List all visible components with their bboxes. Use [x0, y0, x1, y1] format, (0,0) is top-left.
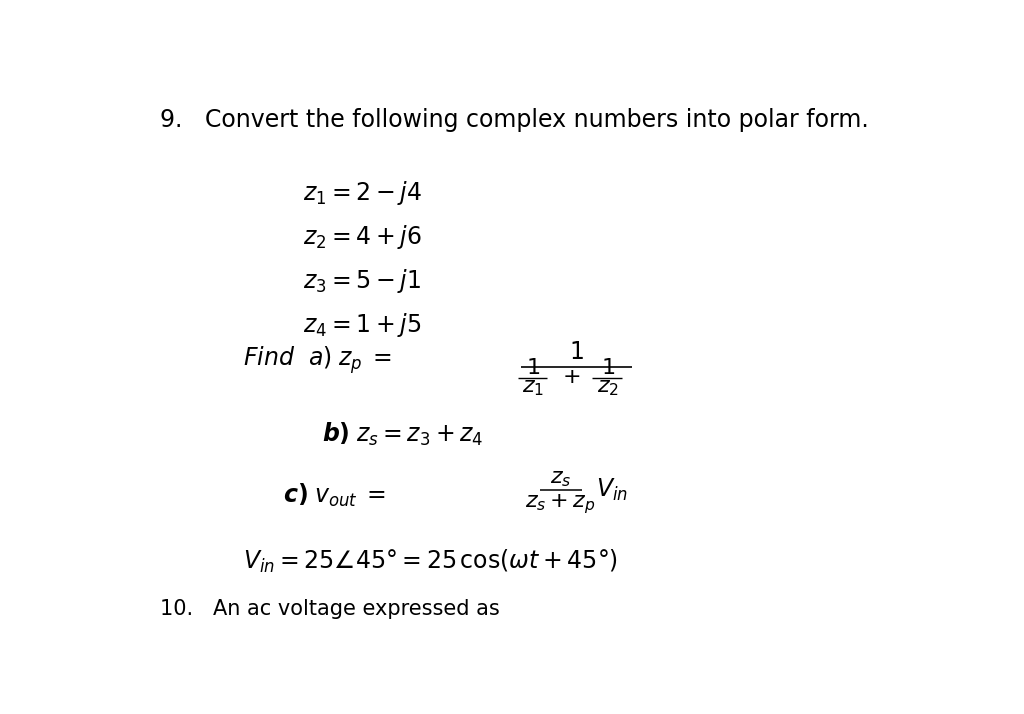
Text: $z_4 = 1 + j5$: $z_4 = 1 + j5$ — [303, 311, 421, 339]
Text: $z_3 = 5 - j1$: $z_3 = 5 - j1$ — [303, 267, 421, 295]
Text: $z_2 = 4 + j6$: $z_2 = 4 + j6$ — [303, 223, 421, 251]
Text: $z_s$: $z_s$ — [550, 469, 571, 489]
Text: $1$: $1$ — [525, 358, 540, 378]
Text: $z_1 = 2 - j4$: $z_1 = 2 - j4$ — [303, 179, 422, 207]
Text: $z_2$: $z_2$ — [597, 378, 620, 398]
Text: $\boldsymbol{c)}\; v_{out}\; =$: $\boldsymbol{c)}\; v_{out}\; =$ — [283, 482, 386, 509]
Text: 9.   Convert the following complex numbers into polar form.: 9. Convert the following complex numbers… — [160, 108, 868, 131]
Text: $V_{in}$: $V_{in}$ — [596, 477, 629, 503]
Text: $\mathit{Find}$  $a)\; z_p\; =$: $\mathit{Find}$ $a)\; z_p\; =$ — [243, 345, 392, 376]
Text: 10.   An ac voltage expressed as: 10. An ac voltage expressed as — [160, 599, 500, 619]
Text: $z_s + z_p$: $z_s + z_p$ — [525, 492, 596, 516]
Text: $1$: $1$ — [569, 340, 584, 363]
Text: $\boldsymbol{b)}\; z_s = z_3 + z_4$: $\boldsymbol{b)}\; z_s = z_3 + z_4$ — [323, 421, 483, 448]
Text: $V_{in} = 25\angle 45° = 25\,\cos\!\left(\omega t + 45°\right)$: $V_{in} = 25\angle 45° = 25\,\cos\!\left… — [243, 548, 618, 575]
Text: $z_1$: $z_1$ — [521, 378, 544, 398]
Text: $1$: $1$ — [601, 358, 615, 378]
Text: $+$: $+$ — [562, 367, 580, 387]
